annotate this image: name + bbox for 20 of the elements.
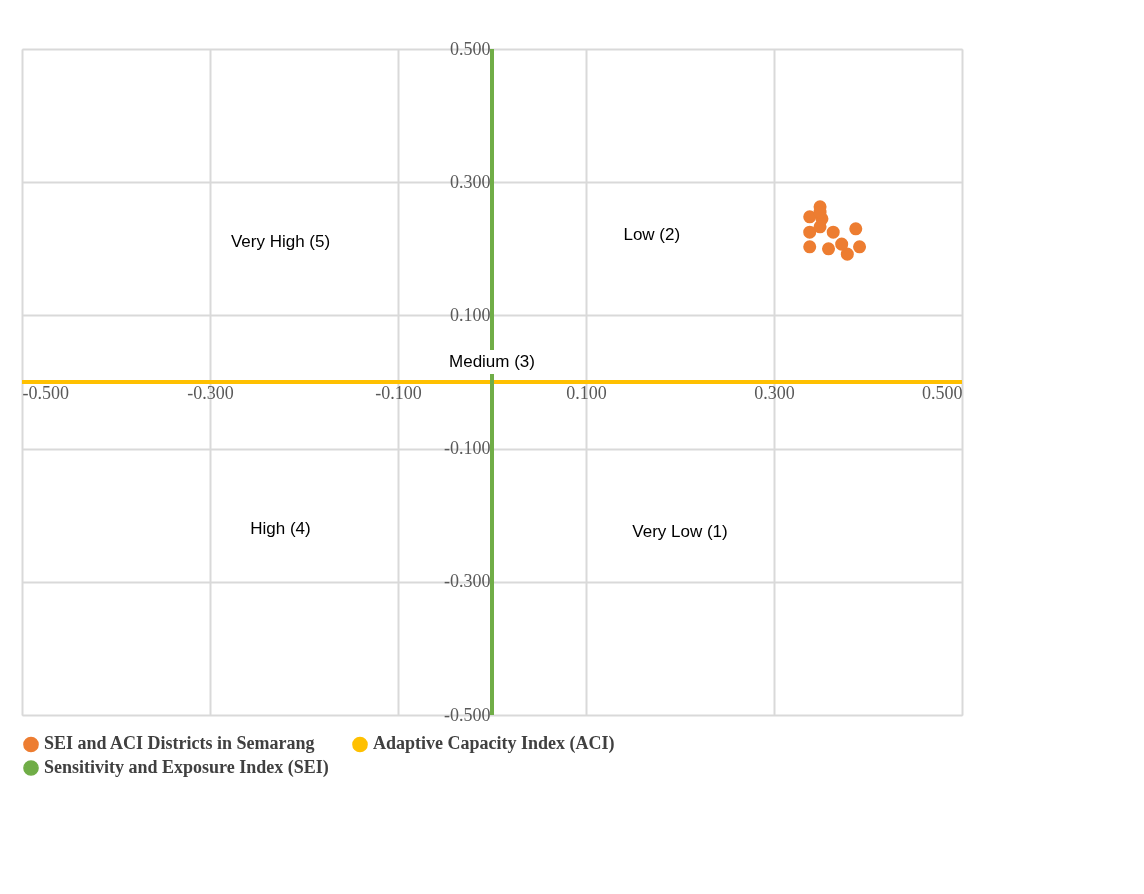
y-tick-label: 0.500 bbox=[450, 38, 491, 59]
y-tick-label: 0.100 bbox=[450, 304, 491, 325]
x-tick-label: -0.100 bbox=[375, 382, 422, 403]
annotation: Very Low (1) bbox=[632, 521, 728, 541]
y-tick-label: -0.100 bbox=[444, 438, 491, 459]
x-tick-label: -0.500 bbox=[22, 382, 69, 403]
legend-label: Sensitivity and Exposure Index (SEI) bbox=[44, 757, 329, 778]
annotation: Very High (5) bbox=[230, 232, 331, 252]
x-tick-label: 0.300 bbox=[754, 382, 795, 403]
annotation: High (4) bbox=[250, 518, 311, 538]
annotation: Medium (3) bbox=[449, 352, 535, 372]
y-tick-label: -0.500 bbox=[444, 704, 491, 725]
annotation: Low (2) bbox=[623, 225, 681, 245]
y-tick-label: 0.300 bbox=[450, 171, 491, 192]
legend-label: Adaptive Capacity Index (ACI) bbox=[373, 733, 615, 755]
y-tick-label: -0.300 bbox=[444, 571, 491, 592]
x-tick-label: 0.500 bbox=[922, 382, 963, 403]
x-tick-label: -0.300 bbox=[187, 382, 234, 403]
legend-label: SEI and ACI Districts in Semarang bbox=[44, 733, 315, 754]
x-tick-label: 0.100 bbox=[566, 382, 607, 403]
